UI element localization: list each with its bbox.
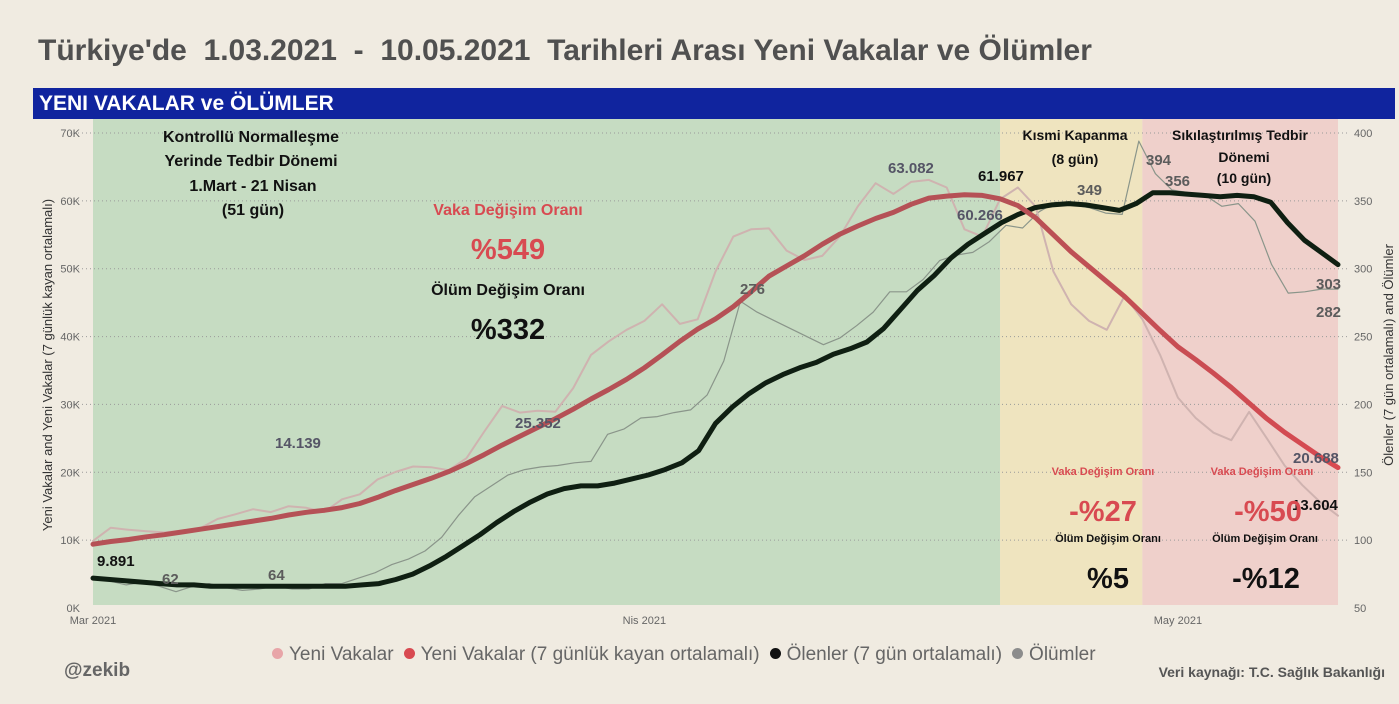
period-1-case-change-label: Vaka Değişim Oranı xyxy=(433,202,582,219)
period-2-header: (8 gün) xyxy=(1052,151,1099,167)
case-point-label: 13.604 xyxy=(1292,497,1339,514)
x-tick: Mar 2021 xyxy=(70,615,116,627)
chart-legend: Yeni Vakalar Yeni Vakalar (7 günlük kayan… xyxy=(272,644,1106,666)
death-point-label: 64 xyxy=(268,567,285,584)
y-tick-right: 200 xyxy=(1354,399,1372,411)
period-1-death-change-label: Ölüm Değişim Oranı xyxy=(431,280,585,299)
point-annotations: 9.891 14.139 25.352 63.082 61.967 60.266 20.68… xyxy=(97,152,1341,588)
right-axis: 50 100 150 200 250 300 350 400 xyxy=(1354,128,1372,615)
period-1-header: (51 gün) xyxy=(222,202,284,219)
period-2-case-change-label: Vaka Değişim Oranı xyxy=(1052,466,1155,478)
legend-item[interactable]: Ölümler xyxy=(1012,644,1096,666)
legend-item[interactable]: Yeni Vakalar xyxy=(272,644,394,666)
case-point-label: 9.891 xyxy=(97,553,135,570)
period-1-header: 1.Mart - 21 Nisan xyxy=(189,178,316,195)
y-tick-right: 400 xyxy=(1354,128,1372,140)
zone-strict-measures xyxy=(1142,119,1338,605)
period-texts: Kontrollü Normalleşme Yerinde Tedbir Döne… xyxy=(163,127,1318,595)
author-handle: @zekib xyxy=(64,660,131,681)
legend-dot-icon xyxy=(1012,648,1024,659)
legend-dot-icon xyxy=(403,648,415,659)
y-tick-right: 300 xyxy=(1354,264,1372,276)
death-point-label: 356 xyxy=(1165,173,1190,190)
series-new-cases-ma xyxy=(90,192,1341,547)
grid-lines xyxy=(70,132,1348,541)
period-2-case-change: -%27 xyxy=(1069,496,1137,528)
y-tick-left: 20K xyxy=(60,467,80,479)
y-tick-left: 50K xyxy=(60,264,80,276)
period-1-death-change: %332 xyxy=(471,314,545,346)
period-3-death-change-label: Ölüm Değişim Oranı xyxy=(1212,532,1318,545)
y-axis-left-label: Yeni Vakalar and Yeni Vakalar (7 günlük … xyxy=(40,199,55,531)
y-tick-right: 50 xyxy=(1354,603,1366,615)
period-2-header: Kısmi Kapanma xyxy=(1022,127,1127,143)
y-axis-right-label: Ölenler (7 gün ortalamalı) and Ölümler xyxy=(1381,243,1396,465)
y-tick-left: 60K xyxy=(60,196,80,208)
death-point-label: 276 xyxy=(740,281,765,298)
y-tick-right: 150 xyxy=(1354,467,1372,479)
case-point-label: 61.967 xyxy=(978,168,1024,185)
x-axis: Mar 2021 Nis 2021 May 2021 xyxy=(70,615,1202,627)
series-lines xyxy=(90,140,1341,593)
legend-dot-icon xyxy=(272,648,283,659)
case-point-label: 63.082 xyxy=(888,160,934,177)
left-axis: 0K 10K 20K 30K 40K 50K 60K 70K xyxy=(60,128,80,615)
period-3-header: Dönemi xyxy=(1218,149,1269,165)
period-1-header: Kontrollü Normalleşme xyxy=(163,129,339,146)
y-tick-left: 30K xyxy=(60,399,80,411)
legend-label: Yeni Vakalar xyxy=(289,644,394,665)
period-3-case-change: -%50 xyxy=(1234,496,1302,528)
case-point-label: 20.688 xyxy=(1293,450,1339,467)
period-3-header: Sıkılaştırılmış Tedbir xyxy=(1172,127,1308,143)
x-tick: May 2021 xyxy=(1154,615,1202,627)
case-point-label: 60.266 xyxy=(957,207,1003,224)
period-1-case-change: %549 xyxy=(471,234,545,266)
legend-label: Ölümler xyxy=(1029,644,1096,665)
period-1-header: Yerinde Tedbir Dönemi xyxy=(164,153,337,170)
x-tick: Nis 2021 xyxy=(623,615,666,627)
death-point-label: 394 xyxy=(1146,152,1172,169)
death-point-label: 282 xyxy=(1316,304,1341,321)
death-point-label: 349 xyxy=(1077,182,1102,199)
y-tick-right: 100 xyxy=(1354,535,1372,547)
data-source: Veri kaynağı: T.C. Sağlık Bakanlığı xyxy=(1158,664,1385,680)
period-2-death-change-label: Ölüm Değişim Oranı xyxy=(1055,532,1161,545)
banner-title: YENI VAKALAR ve ÖLÜMLER xyxy=(39,92,334,115)
legend-label: Ölenler (7 gün ortalamalı) xyxy=(786,644,1003,665)
period-3-case-change-label: Vaka Değişim Oranı xyxy=(1211,466,1314,478)
death-point-label: 62 xyxy=(162,571,179,588)
death-point-label: 303 xyxy=(1316,276,1341,293)
case-point-label: 14.139 xyxy=(275,435,321,452)
zone-partial-lockdown xyxy=(1000,119,1143,605)
period-3-header: (10 gün) xyxy=(1217,170,1271,186)
series-deaths xyxy=(92,140,1339,593)
section-banner: YENI VAKALAR ve ÖLÜMLER xyxy=(33,88,1395,119)
period-2-death-change: %5 xyxy=(1087,563,1129,595)
page-title: Türkiye'de 1.03.2021 - 10.05.2021 Tarihl… xyxy=(38,34,1092,67)
case-point-label: 25.352 xyxy=(515,415,561,432)
y-tick-right: 250 xyxy=(1354,332,1372,344)
period-3-death-change: -%12 xyxy=(1232,563,1300,595)
y-tick-left: 0K xyxy=(67,603,81,615)
series-deaths-ma xyxy=(90,190,1341,589)
y-tick-right: 350 xyxy=(1354,196,1372,208)
legend-item[interactable]: Ölenler (7 gün ortalamalı) xyxy=(769,644,1003,666)
legend-dot-icon xyxy=(769,648,781,659)
y-tick-left: 70K xyxy=(60,128,80,140)
y-tick-left: 10K xyxy=(60,535,80,547)
legend-item[interactable]: Yeni Vakalar (7 günlük kayan ortalamalı) xyxy=(403,644,760,666)
y-tick-left: 40K xyxy=(60,332,80,344)
legend-label: Yeni Vakalar (7 günlük kayan ortalamalı) xyxy=(420,644,760,665)
